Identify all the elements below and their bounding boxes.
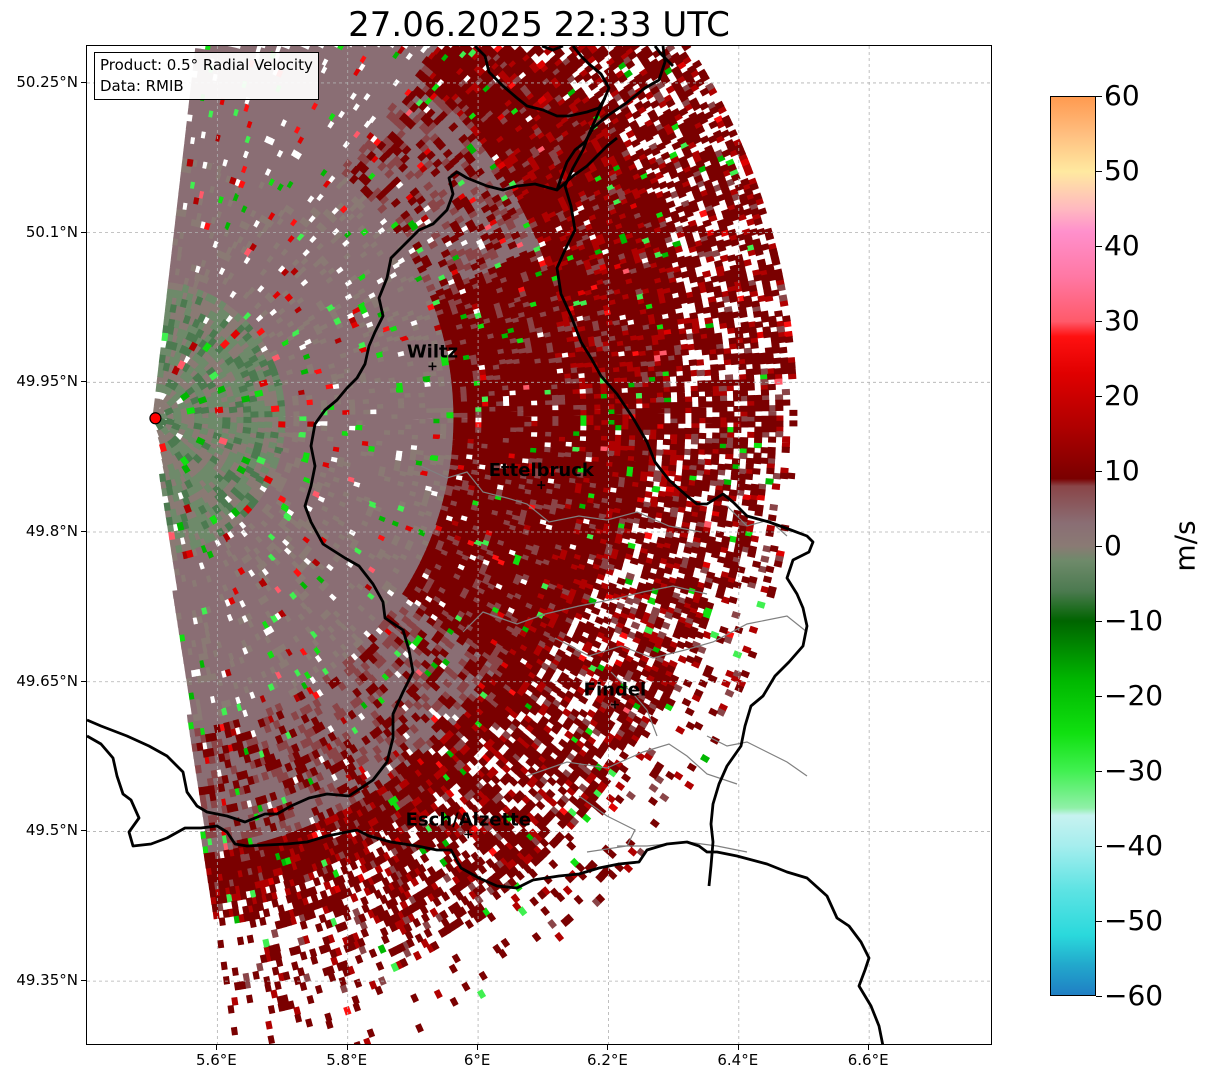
colorbar-tick-label: 0 [1104,529,1122,562]
lat-tick-mark [81,680,86,682]
lon-tick-mark [737,1045,739,1050]
chart-title: 27.06.2025 22:33 UTC [348,5,730,45]
city-marker-icon [537,481,546,490]
colorbar-tick-mark [1096,696,1102,697]
city-label: Wiltz [407,341,458,362]
borders [87,46,885,1044]
colorbar-tick-label: 30 [1104,304,1140,337]
colorbar-tick-mark [1096,396,1102,397]
colorbar-tick-mark [1096,171,1102,172]
colorbar-tick-label: −50 [1104,904,1164,937]
colorbar-tick-label: −30 [1104,754,1164,787]
lon-tick-label: 6.4°E [717,1051,759,1069]
lat-tick-mark [81,830,86,832]
colorbar-label: m/s [1168,520,1202,572]
lat-tick-label: 49.35°N [16,971,78,990]
city-label: Findel [584,680,647,701]
colorbar-tick-mark [1096,771,1102,772]
lon-tick-label: 6.2°E [587,1051,628,1069]
city-marker-icon [428,362,437,371]
lon-tick-mark [477,1045,479,1050]
city-ettelbruck: Ettelbruck [489,460,595,490]
velocity-gates [191,46,791,994]
lat-tick-label: 49.5°N [25,821,78,840]
lon-tick-mark [216,1045,218,1050]
city-label: Ettelbruck [489,460,595,481]
city-markers: Wiltz Ettelbruck Findel Esch/Alzette [406,341,647,839]
velocity-gates [152,157,455,723]
national-border-north [474,46,674,192]
national-border-east [555,46,815,887]
radar-map[interactable]: Wiltz Ettelbruck Findel Esch/Alzette [86,45,992,1045]
city-marker-icon [610,700,619,709]
velocity-echo-layer [152,46,798,1044]
lon-tick-label: 5.8°E [326,1051,368,1069]
lat-tick-label: 49.95°N [16,372,78,391]
velocity-gates [196,46,798,1044]
lon-tick-mark [346,1045,348,1050]
city-label: Esch/Alzette [406,809,531,830]
national-border-south [87,734,885,1044]
colorbar-tick-mark [1096,96,1102,97]
national-border [87,46,667,824]
colorbar-tick-label: 20 [1104,379,1140,412]
colorbar-tick-mark [1096,921,1102,922]
city-findel: Findel [584,680,647,709]
lat-tick-mark [81,81,86,83]
velocity-gates [168,46,540,854]
lat-tick-mark [81,980,86,982]
velocity-colorbar [1050,96,1096,996]
colorbar-tick-mark [1096,471,1102,472]
colorbar-tick-label: 40 [1104,229,1140,262]
radar-map-svg: Wiltz Ettelbruck Findel Esch/Alzette [87,46,991,1044]
lat-tick-mark [81,381,86,383]
lon-tick-label: 6.6°E [847,1051,889,1069]
colorbar-tick-mark [1096,846,1102,847]
lat-tick-label: 50.25°N [16,72,78,91]
velocity-gates [154,296,286,538]
colorbar-tick-label: 50 [1104,154,1140,187]
lon-tick-mark [868,1045,870,1050]
colorbar-tick-mark [1096,321,1102,322]
lon-tick-label: 6°E [463,1051,491,1069]
colorbar-tick-mark [1096,621,1102,622]
lat-tick-label: 49.8°N [25,522,78,541]
lat-tick-label: 50.1°N [25,222,78,241]
lat-tick-mark [81,231,86,233]
city-wiltz: Wiltz [407,341,458,371]
city-esch-alzette: Esch/Alzette [406,809,531,839]
colorbar-tick-label: −40 [1104,829,1164,862]
city-marker-icon [464,830,473,839]
colorbar-tick-label: 10 [1104,454,1140,487]
data-source-label: Data: RMIB [100,77,184,95]
lat-tick-mark [81,531,86,533]
velocity-gates [155,284,287,554]
lon-tick-label: 5.6°E [195,1051,237,1069]
colorbar-tick-mark [1096,246,1102,247]
radar-site-icon [149,412,162,425]
product-info-box: Product: 0.5° Radial Velocity Data: RMIB [94,52,319,100]
colorbar-tick-label: −60 [1104,979,1164,1012]
colorbar-tick-mark [1096,996,1102,997]
colorbar-tick-mark [1096,546,1102,547]
product-label: Product: 0.5° Radial Velocity [100,56,313,74]
lon-tick-mark [607,1045,609,1050]
lat-tick-label: 49.65°N [16,671,78,690]
radar-site-layer [149,412,162,425]
colorbar-tick-label: −10 [1104,604,1164,637]
colorbar-tick-label: −20 [1104,679,1164,712]
colorbar-tick-label: 60 [1104,79,1140,112]
